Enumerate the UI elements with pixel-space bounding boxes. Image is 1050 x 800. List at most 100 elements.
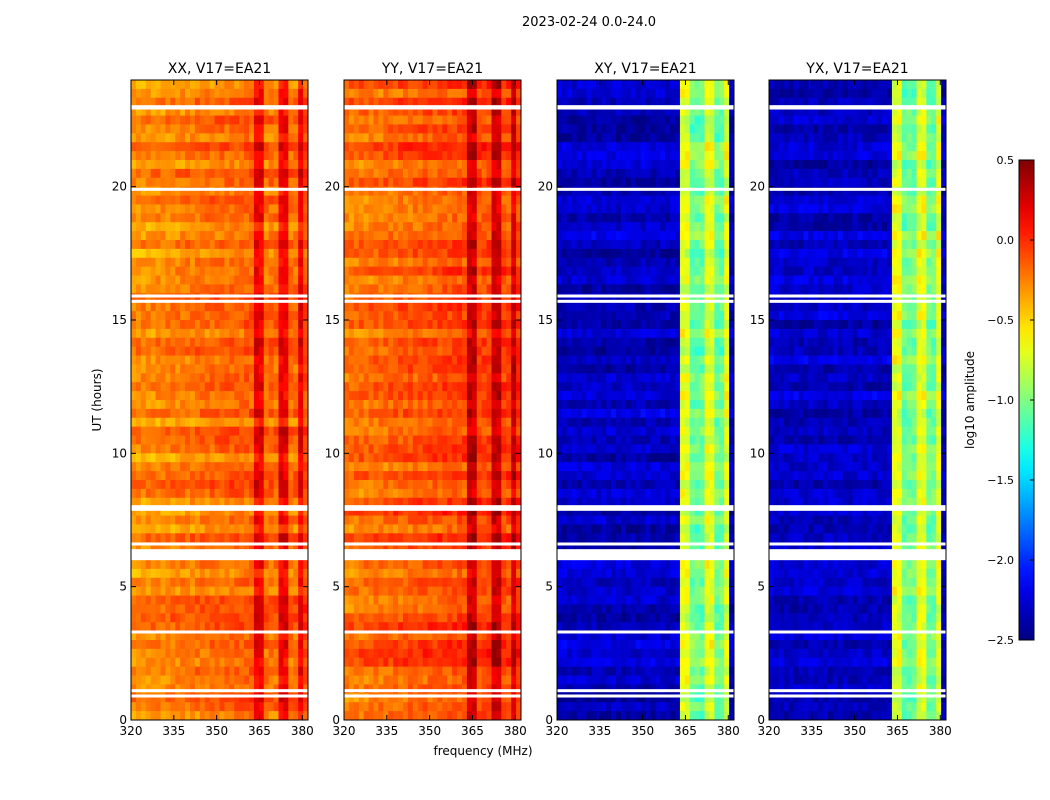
heatmap-cell	[283, 382, 289, 392]
heatmap-cell	[224, 480, 230, 490]
heatmap-cell	[491, 266, 498, 277]
heatmap-cell	[288, 595, 294, 606]
heatmap-cell	[462, 248, 468, 259]
heatmap-cell	[363, 542, 370, 552]
heatmap-cell	[165, 275, 171, 286]
heatmap-cell	[160, 391, 167, 401]
heatmap-cell	[165, 542, 171, 552]
heatmap-cell	[273, 204, 280, 214]
heatmap-cell	[263, 586, 270, 597]
heatmap-cell	[383, 142, 389, 152]
heatmap-cell	[190, 275, 196, 286]
heatmap-cell	[268, 320, 275, 330]
heatmap-cell	[229, 151, 235, 161]
heatmap-cell	[155, 693, 162, 703]
heatmap-cell	[263, 115, 270, 126]
heatmap-cell	[185, 515, 191, 526]
heatmap-cell	[140, 168, 147, 179]
heatmap-cell	[403, 160, 409, 170]
heatmap-cell	[462, 204, 468, 214]
heatmap-cell	[373, 622, 380, 632]
heatmap-cell	[378, 586, 384, 597]
heatmap-cell	[234, 666, 240, 677]
heatmap-cell	[511, 115, 517, 126]
heatmap-cell	[506, 488, 512, 499]
heatmap-cell	[249, 666, 255, 677]
heatmap-cell	[229, 320, 235, 330]
heatmap-cell	[204, 391, 211, 401]
heatmap-cell	[239, 222, 245, 232]
heatmap-cell	[268, 186, 275, 197]
heatmap-cell	[145, 266, 152, 277]
heatmap-cell	[506, 151, 512, 161]
heatmap-cell	[131, 640, 137, 650]
heatmap-cell	[466, 417, 473, 428]
heatmap-cell	[344, 577, 350, 588]
heatmap-cell	[263, 124, 270, 134]
heatmap-cell	[368, 373, 375, 383]
heatmap-cell	[471, 231, 478, 241]
heatmap-cell	[224, 604, 230, 614]
heatmap-cell	[234, 542, 240, 552]
heatmap-cell	[358, 328, 365, 339]
heatmap-cell	[278, 506, 285, 517]
heatmap-cell	[363, 586, 370, 597]
heatmap-cell	[244, 311, 250, 321]
heatmap-cell	[229, 417, 235, 428]
heatmap-cell	[486, 613, 493, 623]
heatmap-cell	[209, 604, 216, 614]
heatmap-cell	[253, 462, 260, 472]
heatmap-cell	[481, 408, 488, 419]
heatmap-cell	[388, 622, 394, 632]
heatmap-cell	[511, 293, 517, 303]
heatmap-cell	[298, 142, 304, 152]
heatmap-cell	[393, 231, 399, 241]
heatmap-cell	[378, 488, 384, 499]
heatmap-cell	[516, 133, 521, 143]
heatmap-cell	[204, 524, 211, 534]
heatmap-cell	[244, 702, 250, 712]
heatmap-cell	[268, 124, 275, 134]
heatmap-cell	[175, 640, 181, 650]
heatmap-cell	[344, 480, 350, 490]
heatmap-cell	[140, 453, 147, 463]
heatmap-cell	[506, 506, 512, 517]
heatmap-cell	[368, 142, 375, 152]
heatmap-cell	[481, 204, 488, 214]
heatmap-cell	[344, 302, 350, 312]
heatmap-cell	[403, 506, 409, 517]
heatmap-cell	[214, 364, 221, 374]
heatmap-cell	[131, 524, 137, 534]
heatmap-cell	[422, 266, 429, 277]
heatmap-cell	[249, 204, 255, 214]
heatmap-cell	[516, 231, 521, 241]
heatmap-cell	[253, 204, 260, 214]
heatmap-cell	[412, 124, 419, 134]
heatmap-cell	[348, 453, 355, 463]
heatmap-cell	[175, 204, 181, 214]
heatmap-cell	[278, 568, 285, 579]
heatmap-cell	[268, 168, 275, 179]
heatmap-cell	[258, 195, 265, 206]
heatmap-cell	[145, 497, 152, 508]
heatmap-cell	[140, 515, 147, 526]
heatmap-cell	[358, 613, 365, 623]
heatmap-cell	[378, 231, 384, 241]
heatmap-cell	[452, 115, 458, 126]
heatmap-cell	[258, 88, 265, 99]
heatmap-cell	[358, 373, 365, 383]
heatmap-cell	[140, 106, 147, 117]
heatmap-cell	[278, 320, 285, 330]
heatmap-cell	[501, 213, 507, 223]
heatmap-cell	[268, 257, 275, 268]
heatmap-cell	[388, 266, 394, 277]
heatmap-cell	[273, 453, 280, 463]
heatmap-cell	[194, 204, 201, 214]
heatmap-cell	[353, 631, 360, 641]
heatmap-cell	[175, 195, 181, 206]
heatmap-cell	[452, 275, 458, 286]
heatmap-cell	[378, 186, 384, 197]
heatmap-cell	[422, 275, 429, 286]
heatmap-cell	[383, 115, 389, 126]
heatmap-cell	[422, 586, 429, 597]
